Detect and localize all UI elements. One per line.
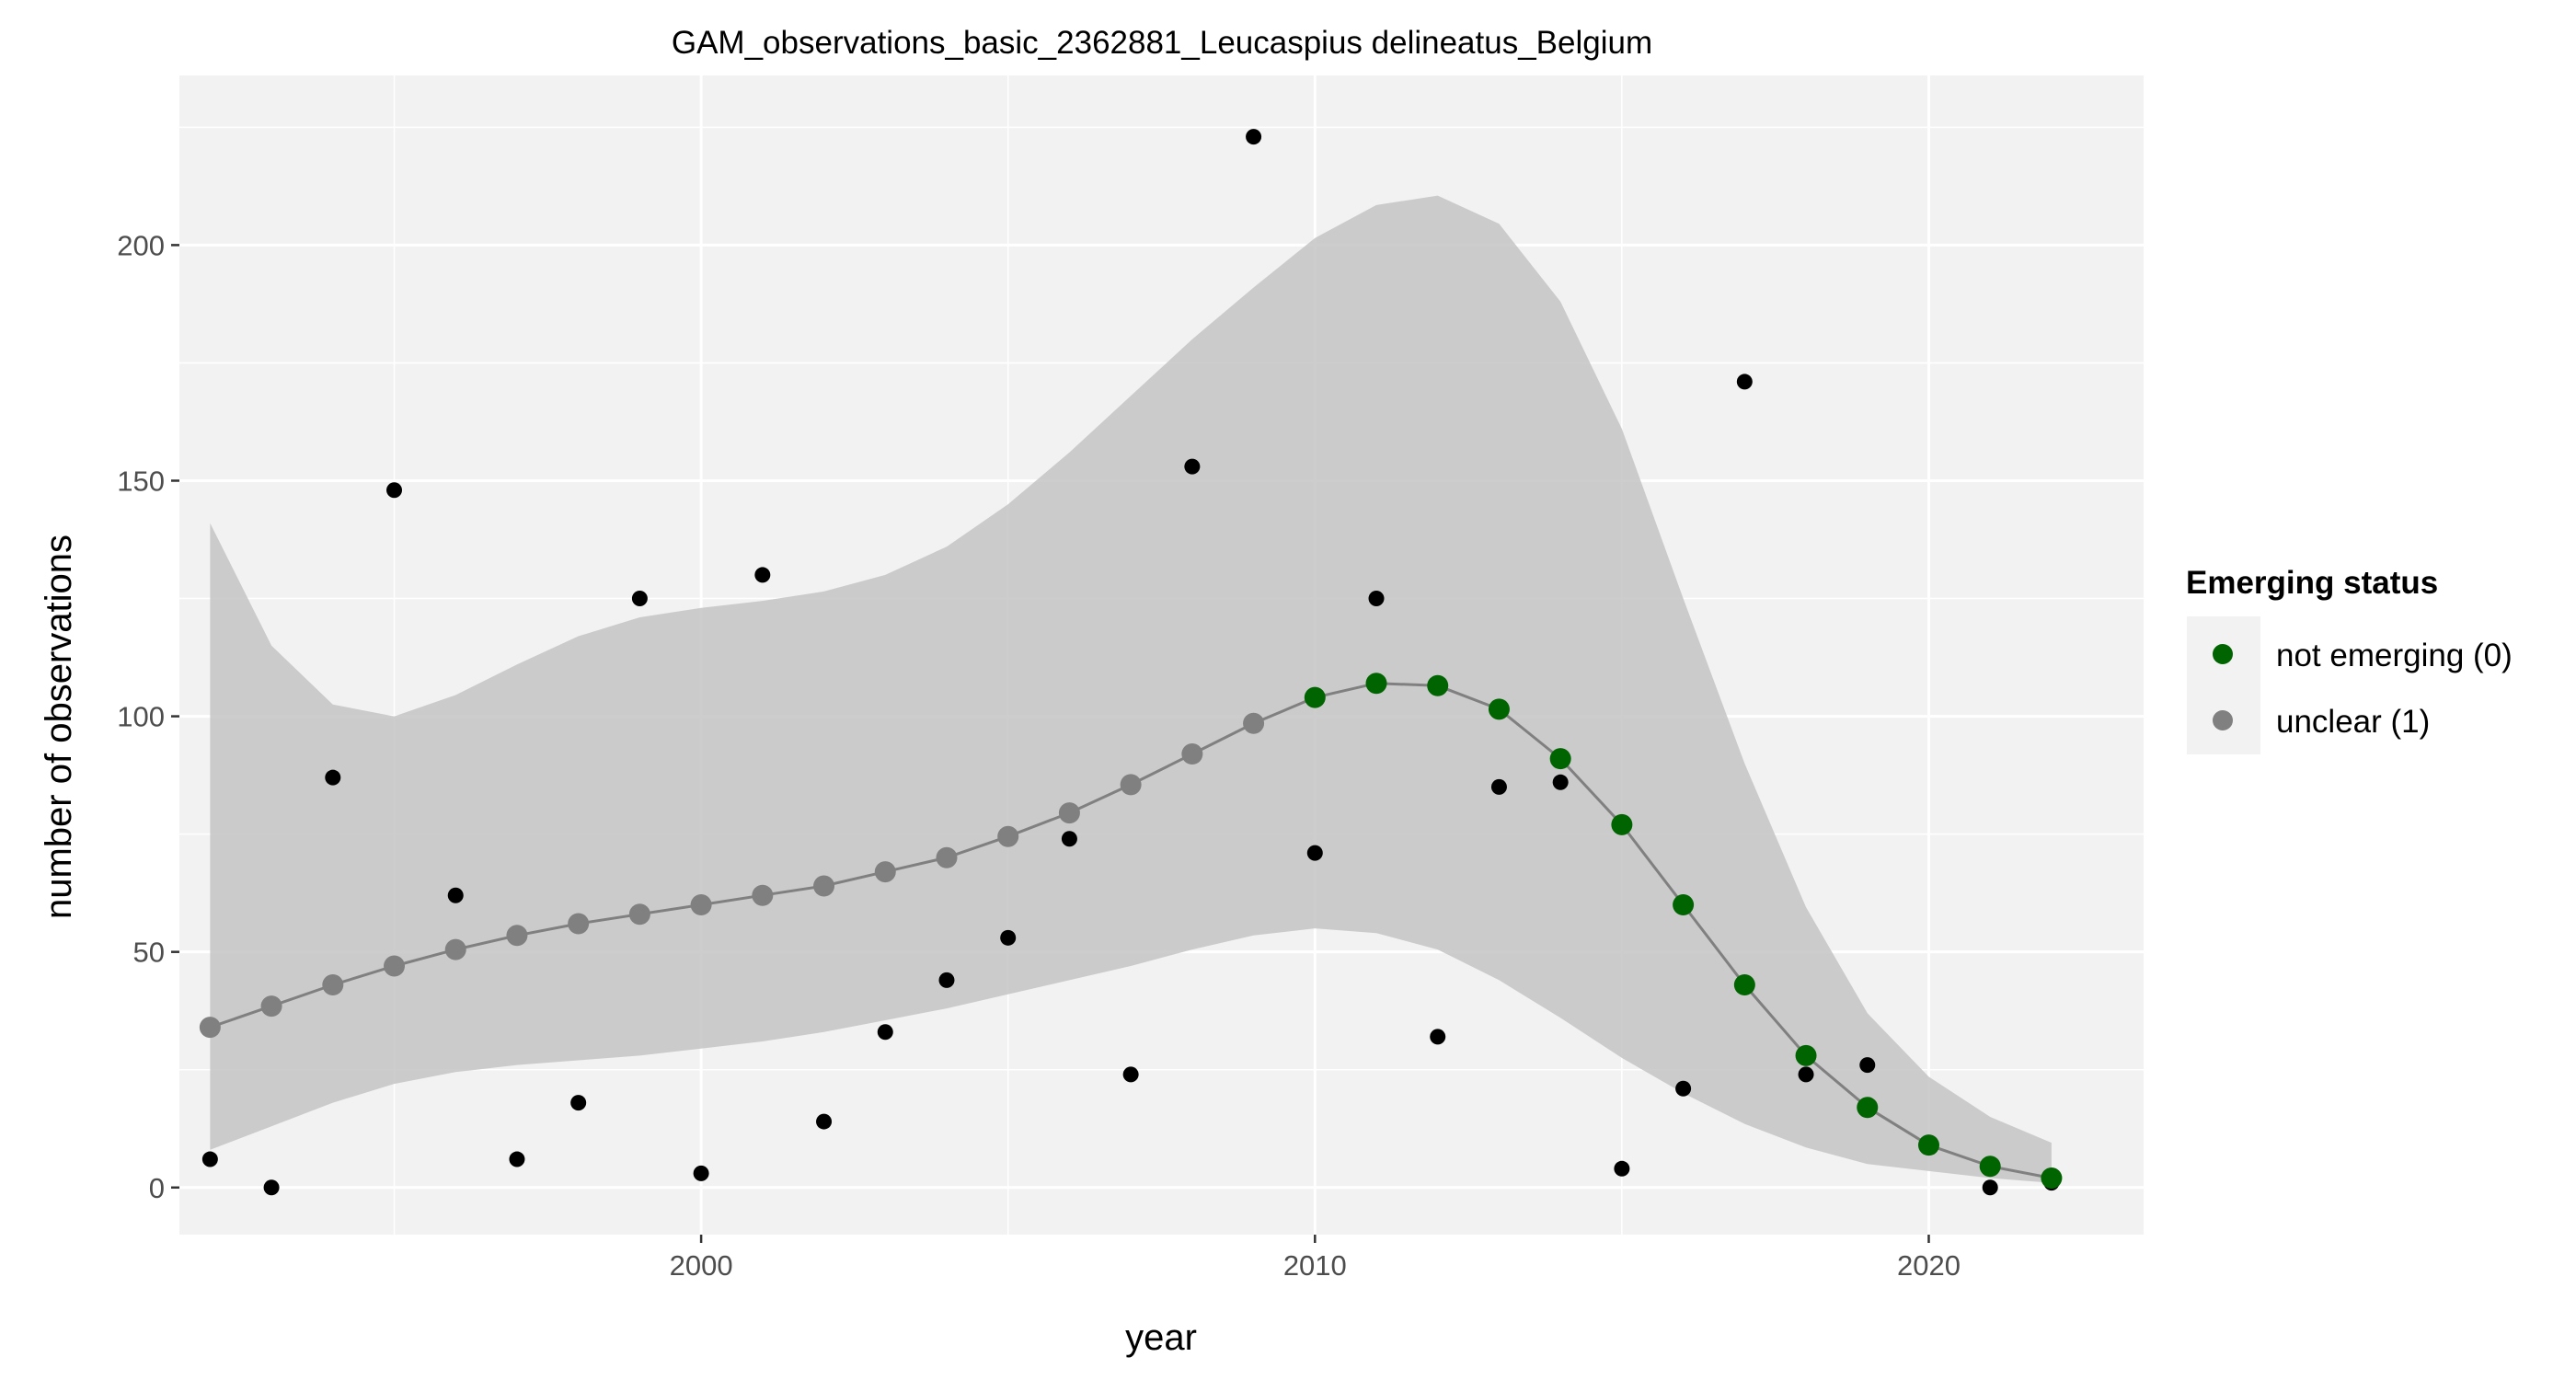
observed-point: [1306, 845, 1323, 861]
legend-label-not-emerging: not emerging (0): [2276, 638, 2513, 673]
observed-point: [1736, 374, 1753, 390]
y-tick-label: 100: [117, 701, 165, 733]
fit-point: [322, 974, 344, 996]
fit-point: [628, 903, 650, 926]
fit-point: [1673, 893, 1695, 915]
fit-point: [874, 861, 896, 883]
fit-point: [2041, 1167, 2063, 1190]
observed-point: [1430, 1029, 1446, 1045]
fit-point: [444, 938, 466, 960]
fit-point: [260, 995, 282, 1018]
observed-point: [938, 972, 955, 988]
chart-title: GAM_observations_basic_2362881_Leucaspiu…: [672, 25, 1652, 61]
fit-point: [1917, 1134, 1939, 1156]
fit-point: [813, 875, 835, 897]
observed-point: [693, 1165, 709, 1181]
observed-point: [1859, 1057, 1876, 1074]
legend: Emerging status not emerging (0) unclear…: [2186, 565, 2513, 754]
observed-point: [1122, 1066, 1139, 1083]
observed-point: [1061, 831, 1077, 847]
y-tick-label: 0: [149, 1172, 165, 1204]
fit-point: [1427, 674, 1449, 696]
observed-point: [325, 769, 341, 786]
y-axis: 0 50 100 150 200: [117, 229, 179, 1204]
y-tick-label: 200: [117, 229, 165, 261]
observed-point: [447, 887, 464, 903]
legend-key-not-emerging: [2213, 644, 2233, 664]
fit-point: [1795, 1044, 1817, 1066]
x-axis: 2000 2010 2020: [670, 1235, 1961, 1282]
observed-point: [201, 1151, 218, 1167]
observed-point: [386, 482, 403, 499]
fit-point: [690, 893, 712, 915]
fit-point: [1058, 802, 1080, 824]
fit-point: [506, 925, 528, 947]
legend-title: Emerging status: [2186, 565, 2438, 601]
observed-point: [1184, 458, 1201, 475]
fit-point: [384, 955, 406, 977]
legend-key-background: [2187, 616, 2260, 754]
observed-point: [877, 1024, 893, 1041]
observed-point: [1552, 774, 1569, 790]
observed-point: [1000, 929, 1017, 946]
y-tick-label: 150: [117, 465, 165, 497]
observed-point: [509, 1151, 525, 1167]
fit-point: [1733, 974, 1755, 996]
y-axis-title: number of observations: [39, 535, 79, 919]
observed-point: [1798, 1066, 1814, 1083]
legend-key-unclear: [2213, 710, 2233, 730]
fit-point: [1243, 712, 1265, 734]
observed-point: [1490, 778, 1507, 795]
observed-point: [1368, 591, 1385, 607]
fit-point: [1857, 1097, 1879, 1119]
observed-point: [1246, 129, 1262, 145]
fit-point: [1120, 774, 1142, 796]
fit-point: [1304, 686, 1326, 708]
observed-point: [816, 1113, 833, 1130]
confidence-ribbon: [210, 195, 2052, 1183]
x-tick-label: 2020: [1897, 1249, 1961, 1282]
observed-point: [1614, 1160, 1630, 1177]
fit-point: [1549, 748, 1571, 770]
fit-point: [199, 1017, 221, 1039]
legend-label-unclear: unclear (1): [2276, 704, 2430, 740]
observed-point: [263, 1179, 280, 1196]
x-tick-label: 2000: [670, 1249, 733, 1282]
observed-point: [1982, 1179, 1998, 1196]
y-tick-label: 50: [133, 937, 165, 969]
fit-point: [1365, 673, 1387, 695]
fit-point: [1611, 813, 1633, 835]
fit-point: [568, 913, 590, 935]
observed-point: [631, 591, 648, 607]
observed-point: [1675, 1080, 1692, 1097]
fit-point: [1181, 743, 1203, 765]
fit-point: [1979, 1156, 2001, 1178]
observed-point: [570, 1095, 587, 1111]
fit-point: [936, 846, 958, 868]
x-axis-title: year: [1125, 1317, 1197, 1358]
x-tick-label: 2010: [1283, 1249, 1347, 1282]
fit-point: [1488, 698, 1510, 720]
fit-points: [199, 673, 2063, 1190]
observed-point: [754, 567, 771, 583]
fit-point: [752, 884, 774, 906]
fit-point: [997, 825, 1019, 847]
